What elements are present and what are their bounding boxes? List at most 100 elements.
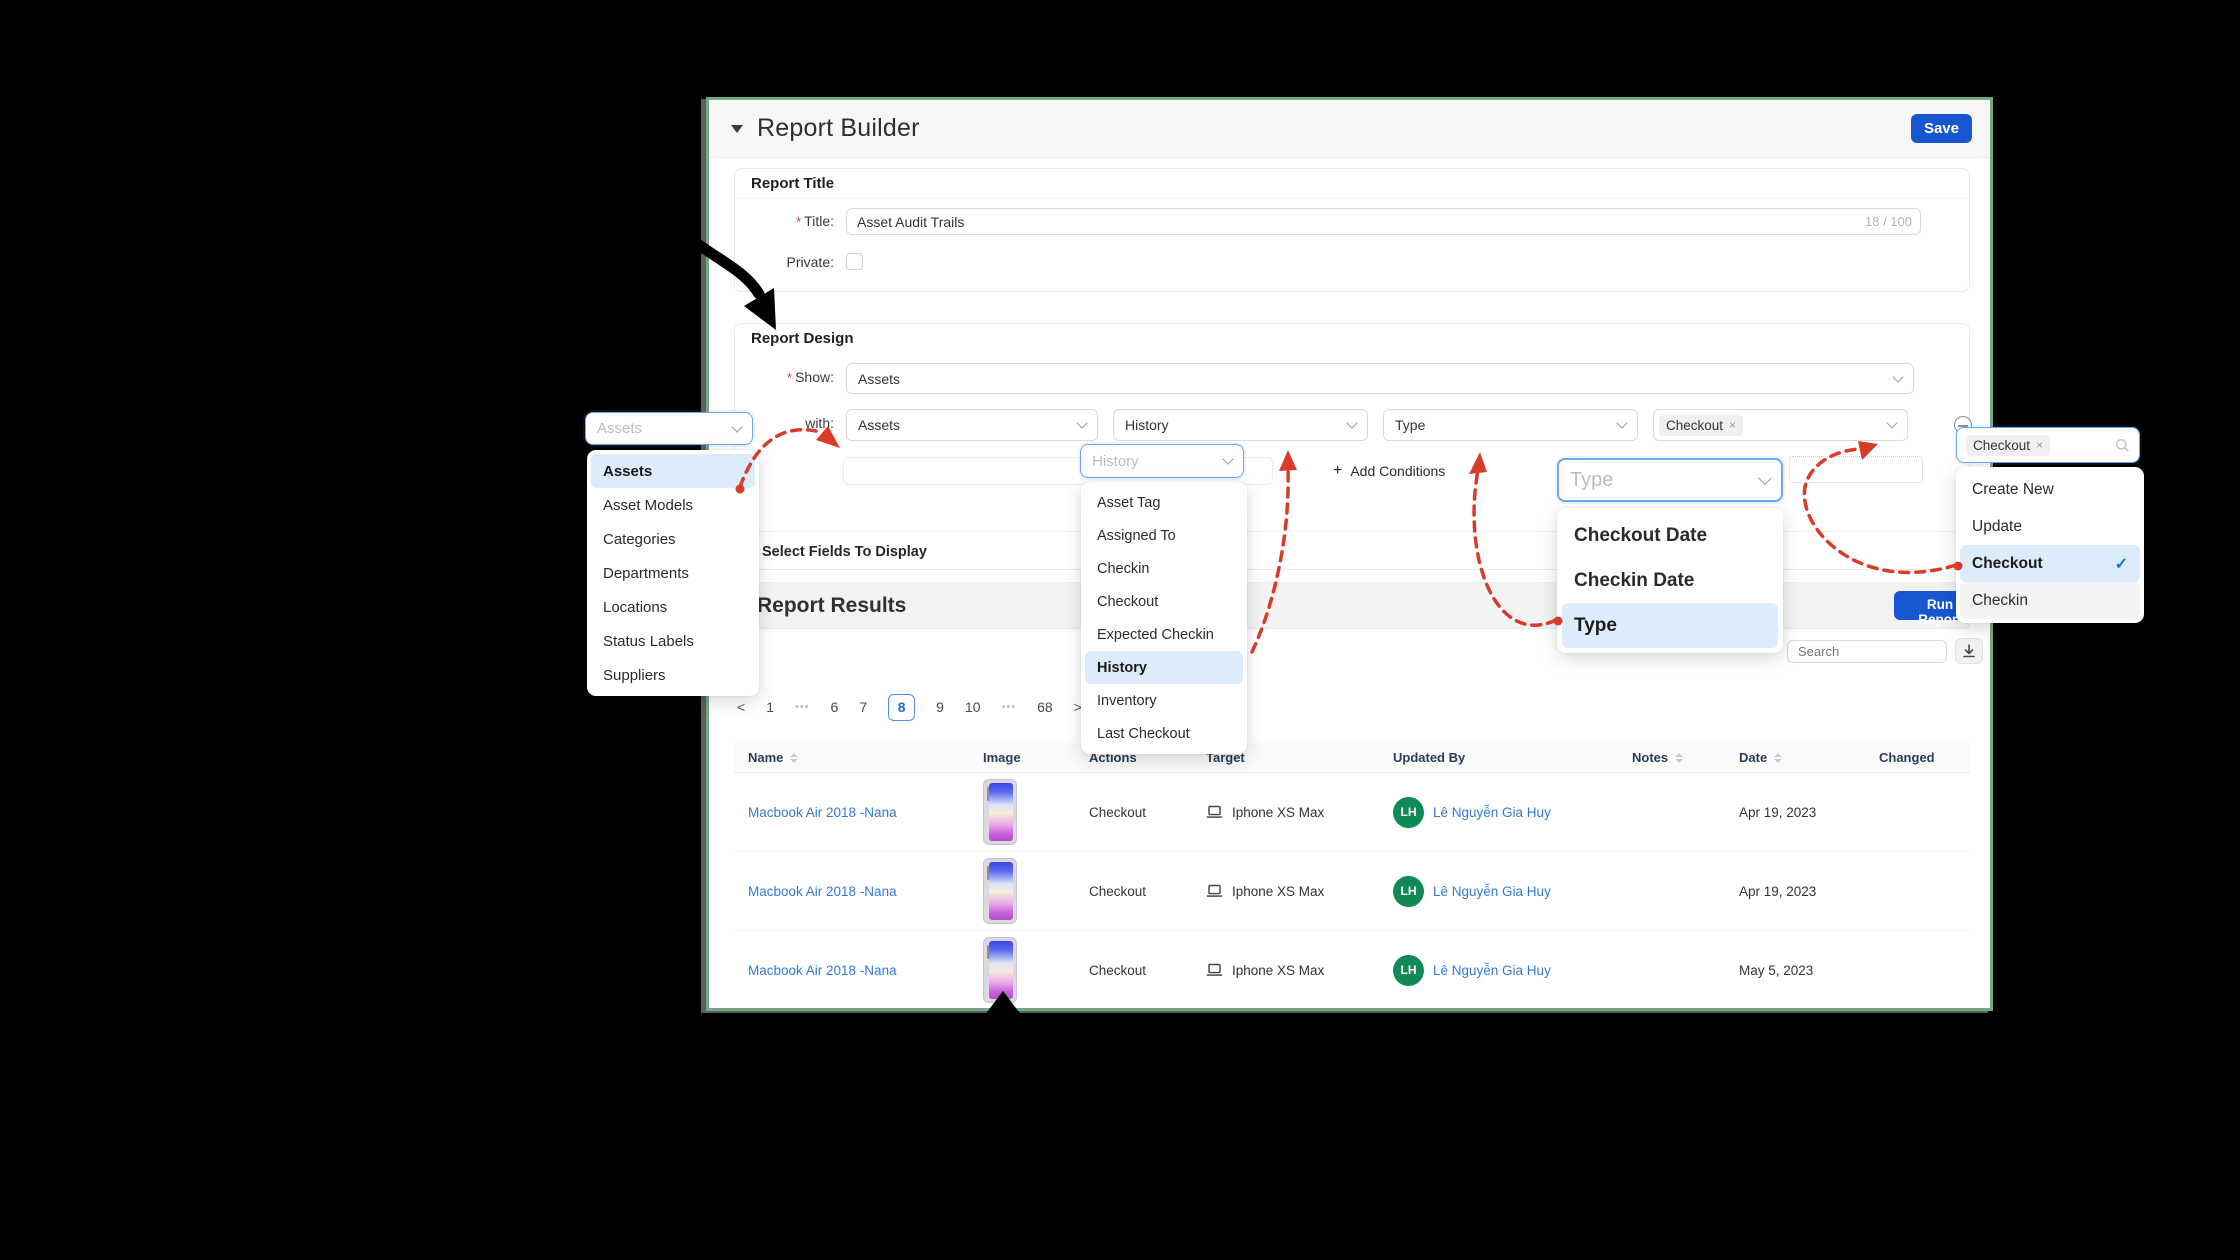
action-text: Checkout <box>1089 962 1147 978</box>
with-select-assets[interactable]: Assets <box>846 409 1098 441</box>
menu-item[interactable]: Checkin <box>1097 560 1150 577</box>
menu-item[interactable]: Update <box>1972 517 2022 535</box>
menu-item[interactable]: Checkout Date <box>1574 524 1708 546</box>
with-select-type[interactable]: Type <box>1383 409 1638 441</box>
page-item[interactable]: 7 <box>859 699 868 715</box>
report-design-section-label: Report Design <box>751 330 854 347</box>
target-text: Iphone XS Max <box>1232 883 1325 899</box>
sort-icon[interactable] <box>790 752 799 763</box>
menu-item[interactable]: Expected Checkin <box>1097 626 1214 643</box>
column-header-name[interactable]: Name <box>734 750 969 765</box>
phone-image[interactable] <box>983 937 1017 1003</box>
avatar: LH <box>1393 875 1424 907</box>
menu-item[interactable]: Checkin <box>1960 582 2140 619</box>
column-header-changed: Changed <box>1879 750 1935 765</box>
history-dropdown-menu: Asset Tag Assigned To Checkin Checkout E… <box>1081 482 1247 754</box>
column-header-notes[interactable]: Notes <box>1618 750 1725 765</box>
save-button[interactable]: Save <box>1910 114 1972 143</box>
title-input[interactable] <box>846 208 1921 235</box>
private-checkbox[interactable] <box>846 253 863 270</box>
table-header-row: Name Image Actions Target Updated By Not… <box>734 743 1970 773</box>
page-prev[interactable]: < <box>737 699 746 715</box>
asset-name-link[interactable]: Macbook Air 2018 -Nana <box>748 962 897 978</box>
add-conditions-button[interactable]: + Add Conditions <box>1333 462 1446 479</box>
remove-tag-icon[interactable]: × <box>2036 438 2044 452</box>
chevron-down-icon <box>1616 417 1628 429</box>
page-ellipsis: ••• <box>794 701 810 713</box>
laptop-icon <box>1206 963 1223 976</box>
pagination: < 1 ••• 6 7 8 9 10 ••• 68 > <box>737 692 1082 722</box>
menu-item[interactable]: Create New <box>1972 480 2054 498</box>
page-item[interactable]: 6 <box>830 699 839 715</box>
select-fields-label: Select Fields To Display <box>762 544 927 560</box>
column-header-date[interactable]: Date <box>1725 750 1865 765</box>
show-select[interactable]: Assets <box>846 363 1914 394</box>
menu-item[interactable]: Assets <box>591 454 755 488</box>
menu-item[interactable]: Categories <box>603 530 676 548</box>
condition-placeholder-box[interactable] <box>1789 456 1923 483</box>
char-counter: 18 / 100 <box>1865 214 1912 229</box>
download-button[interactable] <box>1955 638 1983 664</box>
target-text: Iphone XS Max <box>1232 804 1325 820</box>
type-dropdown-control[interactable]: Type <box>1557 458 1783 502</box>
menu-item[interactable]: Suppliers <box>603 666 666 684</box>
menu-item[interactable]: History <box>1085 651 1243 684</box>
select-fields-row[interactable]: Select Fields To Display <box>735 531 1969 571</box>
menu-item[interactable]: Asset Models <box>603 496 694 514</box>
page-item[interactable]: 68 <box>1037 699 1053 715</box>
menu-item[interactable]: Checkout ✓ <box>1960 545 2140 582</box>
menu-item[interactable]: Departments <box>603 564 689 582</box>
sort-icon[interactable] <box>1774 752 1783 763</box>
chevron-down-icon <box>1757 470 1773 486</box>
action-text: Checkout <box>1089 804 1147 820</box>
history-dropdown-control[interactable]: History <box>1080 444 1244 478</box>
laptop-icon <box>1206 805 1223 818</box>
page-item[interactable]: 1 <box>766 699 774 715</box>
action-text: Checkout <box>1089 883 1147 899</box>
chevron-down-icon <box>1892 370 1904 383</box>
column-header-image: Image <box>983 750 1021 765</box>
column-header-updated-by: Updated By <box>1393 750 1466 765</box>
sort-icon[interactable] <box>1675 752 1684 763</box>
menu-item[interactable]: Asset Tag <box>1097 494 1161 511</box>
with-select-checkout[interactable]: Checkout × <box>1653 409 1908 441</box>
menu-item[interactable]: Locations <box>603 598 668 616</box>
download-icon <box>1963 644 1975 658</box>
user-link[interactable]: Lê Nguyễn Gia Huy <box>1433 962 1551 978</box>
asset-name-link[interactable]: Macbook Air 2018 -Nana <box>748 804 897 820</box>
table-row: Macbook Air 2018 -Nana Checkout Iphone X… <box>734 773 1970 852</box>
date-text: Apr 19, 2023 <box>1739 804 1817 820</box>
user-link[interactable]: Lê Nguyễn Gia Huy <box>1433 883 1551 899</box>
menu-item[interactable]: Inventory <box>1097 692 1157 709</box>
phone-image[interactable] <box>983 858 1017 924</box>
phone-image[interactable] <box>983 779 1017 845</box>
menu-item[interactable]: Last Checkout <box>1097 725 1190 742</box>
show-select-value: Assets <box>858 370 901 387</box>
menu-item[interactable]: Checkout <box>1097 593 1159 610</box>
search-input[interactable] <box>1787 640 1947 663</box>
report-builder-window: Report Builder Save Report Title * Title:… <box>706 97 1993 1011</box>
user-link[interactable]: Lê Nguyễn Gia Huy <box>1433 804 1551 820</box>
with-select-history[interactable]: History <box>1113 409 1368 441</box>
date-text: Apr 19, 2023 <box>1739 883 1817 899</box>
report-title-card: Report Title *Title: 18 / 100 Private: <box>734 168 1970 292</box>
checkout-tag[interactable]: Checkout × <box>1659 414 1744 436</box>
required-mark: * <box>796 214 802 229</box>
menu-item[interactable]: Type <box>1562 603 1778 648</box>
collapse-caret-icon[interactable] <box>731 124 743 133</box>
menu-item[interactable]: Assigned To <box>1097 527 1176 544</box>
assets-dropdown-control[interactable]: Assets <box>585 412 753 445</box>
avatar: LH <box>1393 954 1424 986</box>
asset-name-link[interactable]: Macbook Air 2018 -Nana <box>748 883 897 899</box>
remove-tag-icon[interactable]: × <box>1729 418 1737 432</box>
page-item[interactable]: 9 <box>936 699 944 715</box>
page-next[interactable]: > <box>1073 699 1082 715</box>
page-item[interactable]: 10 <box>964 699 981 715</box>
page-item-active[interactable]: 8 <box>888 693 916 721</box>
menu-item[interactable]: Checkin Date <box>1574 569 1695 591</box>
menu-item[interactable]: Status Labels <box>603 632 694 650</box>
checkout-tag[interactable]: Checkout × <box>1966 434 2051 456</box>
chevron-down-icon <box>1346 417 1358 429</box>
table-row: Macbook Air 2018 -Nana Checkout Iphone X… <box>734 931 1970 1008</box>
checkout-dropdown-control[interactable]: Checkout × <box>1956 427 2140 463</box>
